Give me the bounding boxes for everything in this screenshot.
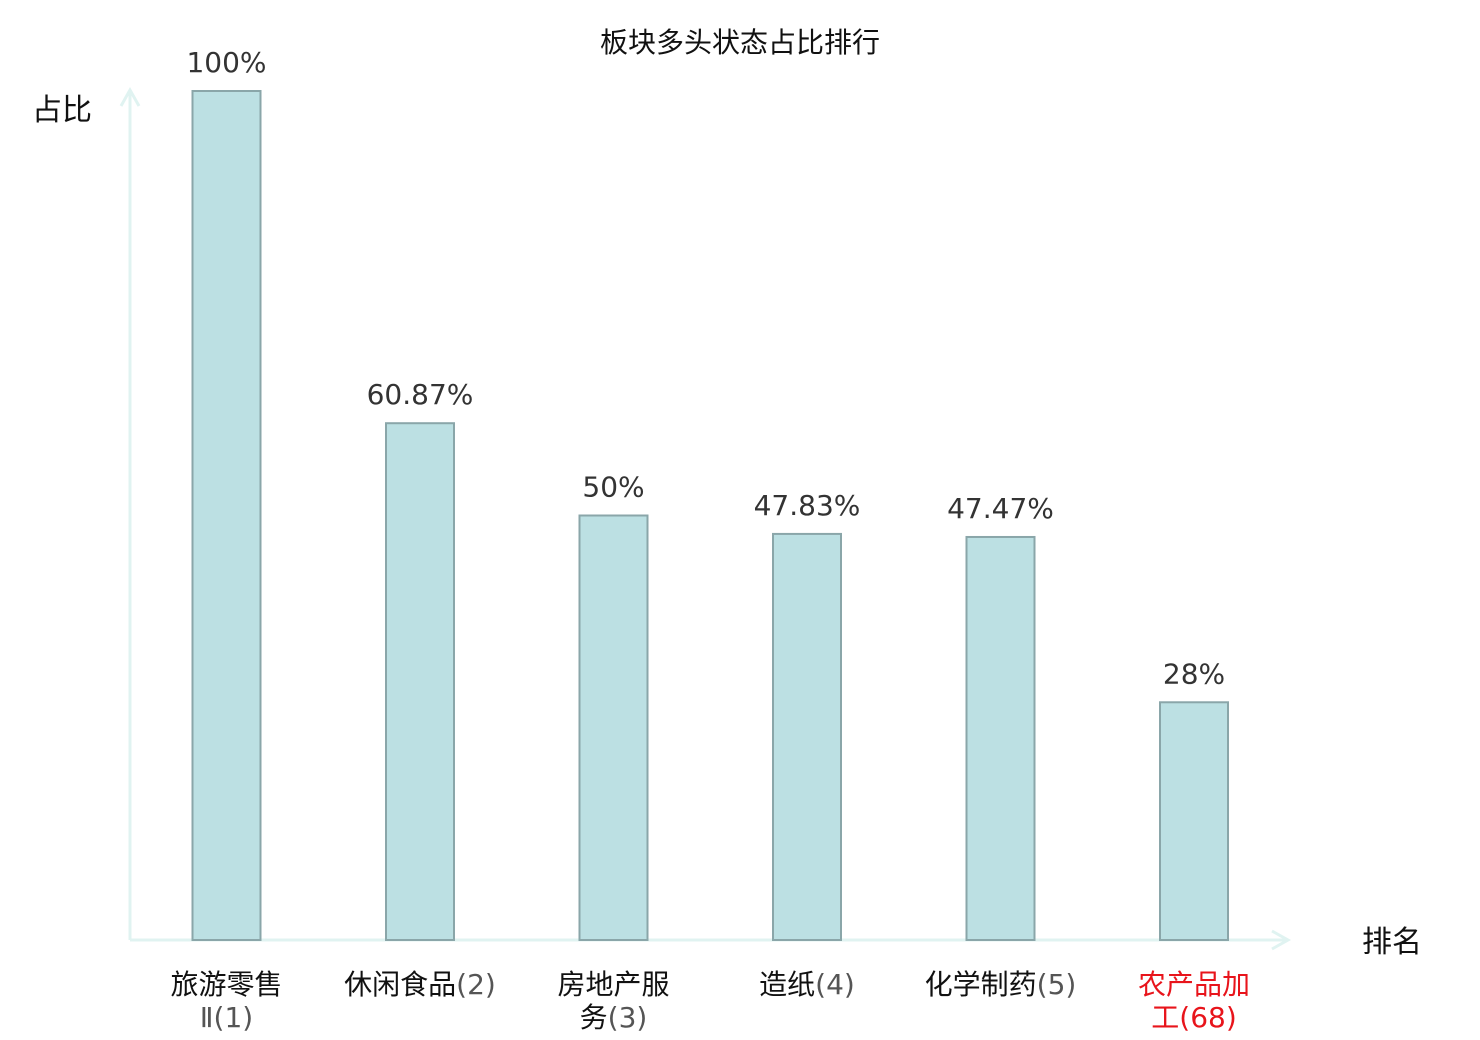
category-labels-group: 旅游零售 Ⅱ(1) 休闲食品(2) 房地产服务(3) 造纸(4) 化学制药(5) 农产品加工…	[170, 968, 1250, 1034]
bar-5	[965, 535, 1036, 941]
category-rank: (5)	[1037, 968, 1077, 1001]
category-rank: Ⅱ(1)	[200, 1001, 253, 1034]
chart-title: 板块多头状态占比排行	[600, 26, 880, 59]
category-label-1: 旅游零售 Ⅱ(1)	[170, 968, 282, 1034]
category-rank: (68)	[1179, 1001, 1236, 1034]
value-label-1: 100%	[186, 46, 266, 79]
y-axis-label: 占比	[32, 93, 92, 128]
category-label-line: Ⅱ(1)	[200, 1001, 253, 1034]
category-label-line: 务(3)	[580, 1001, 648, 1034]
category-label-line: 农产品加	[1138, 968, 1250, 1001]
category-label-line: 休闲食品(2)	[344, 968, 496, 1001]
category-name: 房地产服	[557, 968, 669, 1001]
value-label-2: 60.87%	[367, 378, 474, 411]
bar-1	[191, 90, 262, 941]
category-label-3: 房地产服务(3)	[557, 968, 669, 1034]
category-rank: (4)	[815, 968, 855, 1001]
bar-6	[1159, 701, 1229, 942]
x-axis-label: 排名	[1362, 925, 1422, 960]
y-axis-arrow	[119, 86, 141, 107]
category-name: 旅游零售	[170, 968, 282, 1001]
value-labels-group: 100% 60.87% 50% 47.83% 47.47% 28%	[186, 46, 1225, 690]
axes	[119, 86, 1292, 951]
category-label-5: 化学制药(5)	[925, 968, 1077, 1001]
category-name: 务	[580, 1001, 608, 1034]
bar-3	[578, 514, 649, 941]
category-label-2: 休闲食品(2)	[344, 968, 496, 1001]
category-rank: (2)	[456, 968, 496, 1001]
category-name: 休闲食品	[344, 968, 456, 1001]
value-label-5: 47.47%	[947, 492, 1054, 525]
bars-group	[191, 90, 1229, 942]
value-label-4: 47.83%	[754, 489, 861, 522]
category-name: 造纸	[759, 968, 815, 1001]
category-label-line: 房地产服	[557, 968, 669, 1001]
category-label-6: 农产品加工(68)	[1138, 968, 1250, 1034]
category-label-4: 造纸(4)	[759, 968, 855, 1001]
category-label-line: 旅游零售	[170, 968, 282, 1001]
x-axis-arrow	[1271, 929, 1292, 951]
category-label-line: 化学制药(5)	[925, 968, 1077, 1001]
bar-4	[772, 532, 842, 941]
category-label-line: 造纸(4)	[759, 968, 855, 1001]
value-label-3: 50%	[582, 471, 644, 504]
category-name: 工	[1151, 1001, 1179, 1034]
category-name: 农产品加	[1138, 968, 1250, 1001]
category-name: 化学制药	[925, 968, 1037, 1001]
category-rank: (3)	[608, 1001, 648, 1034]
category-label-line: 工(68)	[1151, 1001, 1237, 1034]
value-label-6: 28%	[1163, 657, 1225, 690]
bar-2	[385, 422, 455, 942]
